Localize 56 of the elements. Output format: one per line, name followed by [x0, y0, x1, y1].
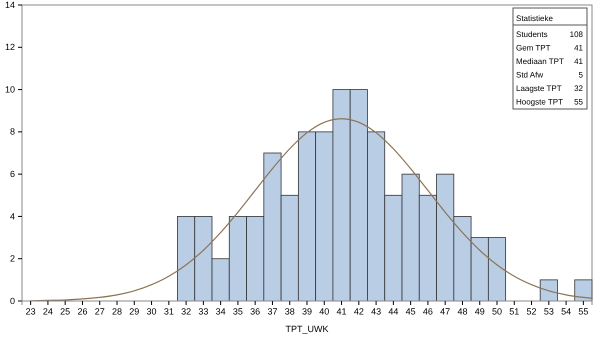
annotation: Std Afw — [516, 70, 544, 80]
x-tick-label: 48 — [457, 306, 468, 316]
y-tick-label: 8 — [10, 126, 15, 137]
annotation: 55 — [574, 98, 584, 106]
x-tick-label: 36 — [250, 306, 260, 316]
x-tick-label: 23 — [26, 306, 36, 316]
x-tick-label: 28 — [112, 306, 122, 316]
x-tick-label: 55 — [578, 306, 588, 316]
x-tick-label: 42 — [354, 306, 364, 316]
annotation: Hoogste TPT — [516, 98, 564, 106]
x-tick-label: 27 — [94, 306, 105, 316]
y-tick-label: 0 — [10, 296, 15, 306]
y-tick-label: 12 — [4, 42, 15, 52]
x-tick-label: 47 — [440, 306, 450, 316]
x-tick-label: 51 — [509, 306, 520, 316]
y-tick-label: 4 — [10, 211, 15, 222]
x-tick-label: 54 — [561, 306, 572, 316]
annotation: Laagste TPT — [516, 84, 562, 93]
x-tick-label: 29 — [129, 306, 140, 316]
x-tick-label: 24 — [42, 306, 53, 316]
annotation: 5 — [578, 70, 584, 80]
x-tick-label: 26 — [77, 306, 88, 316]
x-tick-label: 39 — [302, 306, 312, 316]
x-tick-label: 50 — [492, 306, 502, 316]
x-tick-label: 45 — [406, 306, 416, 316]
x-tick-label: 53 — [544, 306, 554, 316]
annotation: 41 — [574, 44, 584, 52]
x-tick-label: 46 — [422, 306, 433, 316]
x-tick-label: 30 — [146, 306, 157, 316]
x-tick-label: 38 — [284, 306, 295, 316]
x-tick-label: 52 — [526, 306, 537, 316]
x-axis-title: TPT_UWK — [285, 324, 329, 334]
annotation: Students — [516, 30, 548, 39]
annotation: 108 — [570, 30, 584, 39]
x-tick-label: 25 — [60, 306, 70, 316]
line-series — [30, 118, 593, 302]
x-tick-label: 31 — [164, 306, 174, 316]
x-tick-label: 33 — [198, 306, 208, 316]
y-tick-label: 14 — [4, 0, 15, 10]
annotation: 32 — [574, 84, 584, 93]
x-tick-label: 34 — [216, 306, 226, 316]
annotation: Gem TPT — [516, 44, 551, 52]
x-tick-label: 43 — [371, 306, 382, 316]
y-tick-label: 10 — [4, 84, 15, 94]
x-tick-label: 40 — [319, 306, 330, 316]
x-tick-label: 37 — [267, 306, 278, 316]
annotation: 41 — [574, 57, 584, 66]
x-tick-label: 32 — [181, 306, 192, 316]
x-tick-label: 41 — [336, 306, 347, 316]
y-tick-label: 2 — [10, 254, 15, 264]
annotation: Mediaan TPT — [516, 57, 564, 66]
x-tick-label: 35 — [232, 306, 243, 316]
annotation: Statistieke — [516, 14, 554, 23]
y-tick-label: 6 — [10, 169, 15, 180]
x-tick-label: 44 — [388, 306, 398, 316]
x-tick-label: 49 — [474, 306, 485, 316]
